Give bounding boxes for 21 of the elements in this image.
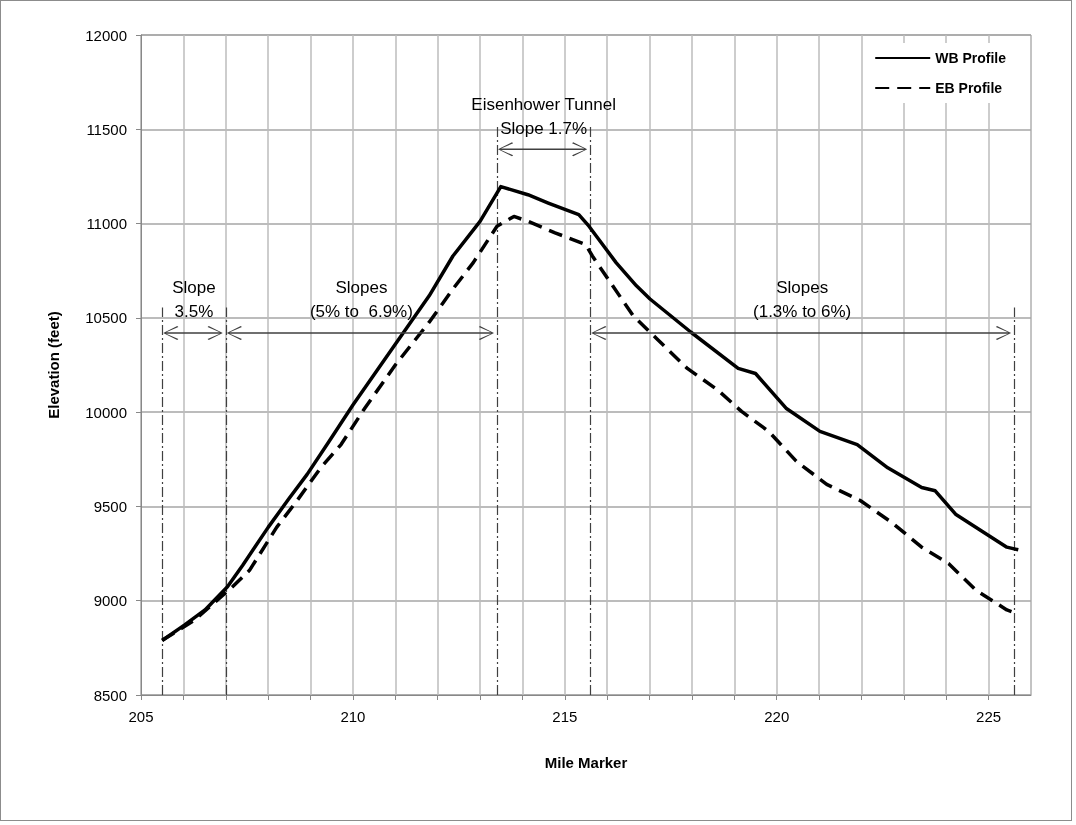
y-tick-label: 11500 xyxy=(86,120,127,138)
y-tick-label: 10500 xyxy=(85,309,127,327)
y-tick-label: 12000 xyxy=(85,26,127,44)
x-tick-label: 210 xyxy=(340,708,366,725)
x-axis-title: Mile Marker xyxy=(544,754,628,771)
annotation: Slopes (5% to 6.9%) xyxy=(309,278,413,322)
legend-label: EB Profile xyxy=(935,80,1003,96)
legend-label: WB Profile xyxy=(935,50,1007,66)
y-tick-label: 9000 xyxy=(93,592,127,610)
annotation: Eisenhower Tunnel Slope 1.7% xyxy=(471,94,616,138)
x-tick-label: 205 xyxy=(128,708,154,725)
annotation: Slopes (1.3% to 6%) xyxy=(753,278,852,322)
x-tick-label: 215 xyxy=(552,708,578,725)
y-tick-label: 10000 xyxy=(85,403,127,421)
x-tick-label: 220 xyxy=(764,708,790,725)
y-tick-label: 8500 xyxy=(93,686,127,704)
y-axis-title: Elevation (feet) xyxy=(45,311,62,419)
annotation: Slope 3.5% xyxy=(172,278,216,322)
x-tick-label: 225 xyxy=(976,708,1002,725)
y-tick-label: 9500 xyxy=(93,497,127,515)
y-tick-label: 11000 xyxy=(86,215,127,233)
